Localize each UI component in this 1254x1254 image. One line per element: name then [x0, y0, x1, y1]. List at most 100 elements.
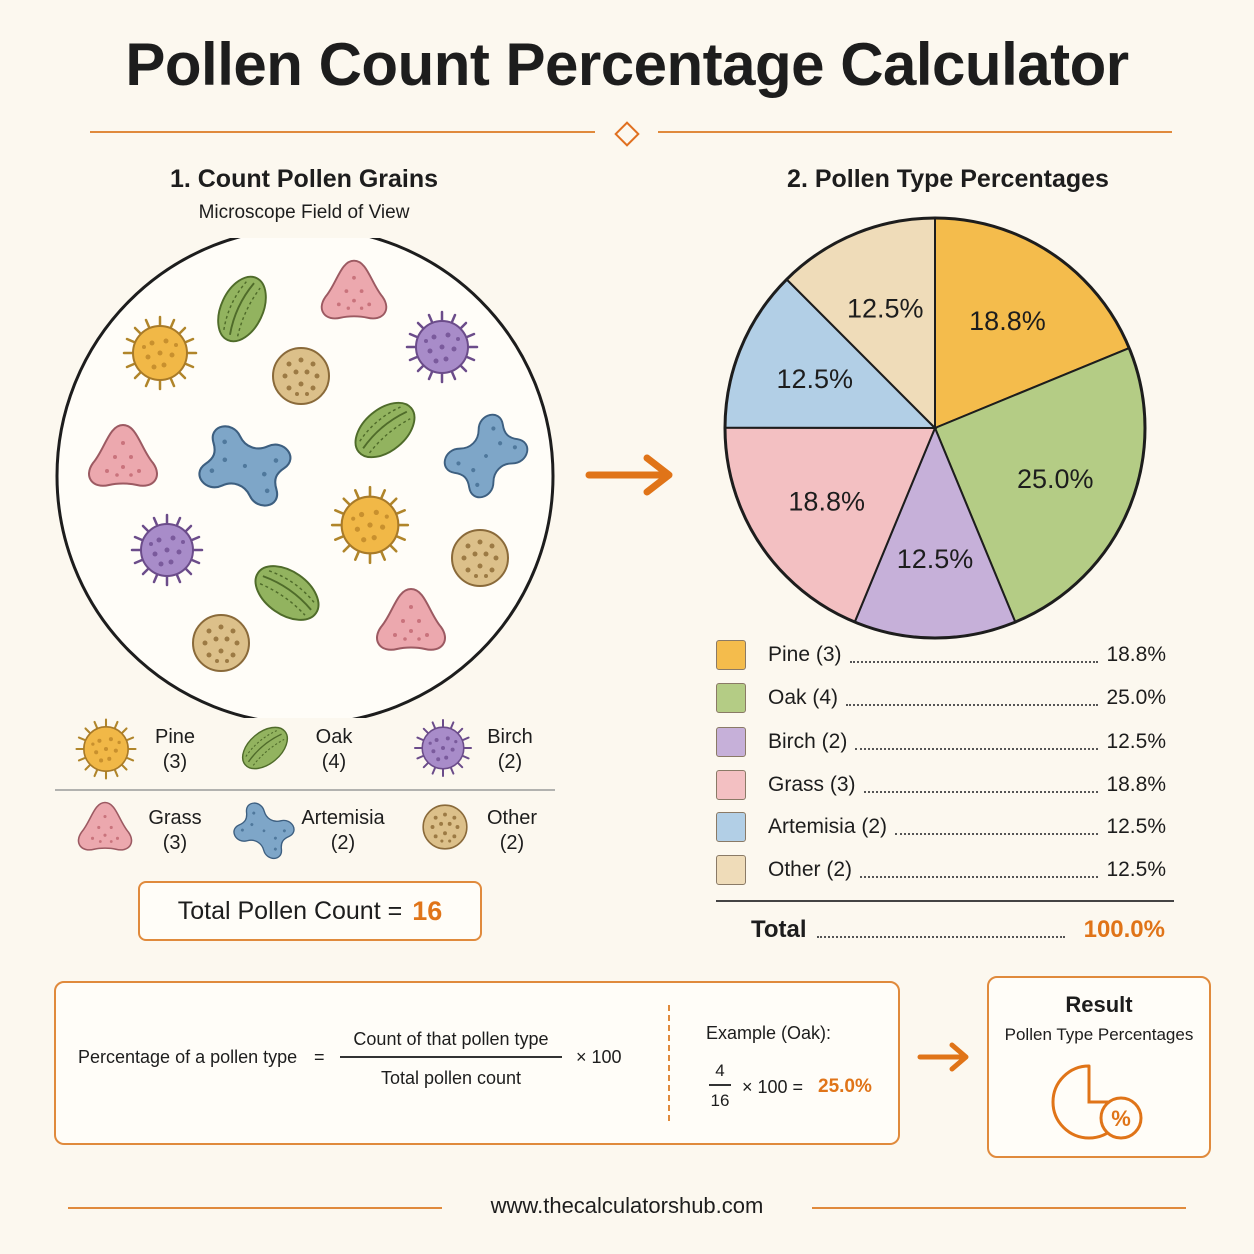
formula-lhs: Percentage of a pollen type — [78, 1047, 298, 1067]
example-numerator: 4 — [715, 1061, 725, 1080]
result-subtitle: Pollen Type Percentages — [1004, 1025, 1194, 1044]
microscope-field-view — [55, 238, 555, 718]
total-percentage-value: 100.0% — [1083, 916, 1165, 943]
row-value: 25.0% — [1106, 686, 1166, 709]
other-pollen-grain — [451, 529, 509, 587]
pollen-legend-icons — [55, 718, 555, 863]
row-name: Birch (2) — [768, 730, 848, 753]
diamond-ornament-icon — [614, 121, 640, 147]
footer-divider-right — [812, 1207, 1186, 1209]
spiky-pollen-icon — [413, 718, 473, 778]
example-fraction-bar — [709, 1084, 731, 1086]
formula-denominator: Total pollen count — [380, 1068, 522, 1088]
pollen-pie-chart: 18.8% 25.0% 12.5% 18.8% 12.5% 12.5% — [723, 216, 1147, 640]
formula-divider — [668, 1005, 670, 1121]
legend-name: Other — [486, 807, 538, 829]
total-label: Total — [751, 916, 807, 943]
legend-name: Birch — [487, 726, 533, 748]
footer-divider-left — [68, 1207, 442, 1209]
legend-count: (4) — [321, 751, 347, 773]
legend-count: (3) — [162, 751, 188, 773]
arrow-right-icon — [585, 454, 673, 496]
result-title: Result — [1065, 992, 1133, 1017]
other-pollen-grain — [272, 347, 330, 405]
title-divider-left — [90, 131, 595, 133]
spiky-pollen-icon — [75, 718, 137, 780]
total-pollen-count-box: Total Pollen Count = 16 — [138, 881, 482, 941]
triangle-pollen-icon — [77, 801, 133, 851]
legend-item-oak: Oak (4) — [289, 725, 379, 775]
row-name: Grass (3) — [768, 773, 856, 796]
page-title: Pollen Count Percentage Calculator — [125, 31, 1129, 98]
title-divider-right — [658, 131, 1172, 133]
legend-item-artemisia: Artemisia (2) — [288, 806, 398, 856]
pie-label-other: 12.5% — [847, 294, 924, 324]
pie-label-artemisia: 12.5% — [776, 364, 853, 394]
total-count-label: Total Pollen Count = — [177, 896, 403, 925]
round-pollen-icon — [422, 804, 468, 850]
dot-leader — [816, 922, 1065, 938]
row-name: Artemisia (2) — [768, 815, 888, 838]
row-value: 18.8% — [1106, 773, 1166, 796]
legend-name: Grass — [148, 807, 202, 829]
list-item-grass: Grass (3) 18.8% — [716, 768, 1166, 802]
formula-times: × 100 — [576, 1047, 622, 1067]
birch-pollen-grain — [130, 513, 204, 587]
row-name: Oak (4) — [768, 686, 839, 709]
result-box: Result Pollen Type Percentages % — [987, 976, 1211, 1158]
dot-leader — [849, 647, 1098, 663]
legend-item-birch: Birch (2) — [465, 725, 555, 775]
row-name: Pine (3) — [768, 643, 842, 666]
count-section-heading: 1. Count Pollen Grains — [169, 165, 439, 193]
other-pollen-grain — [192, 614, 250, 672]
legend-item-pine: Pine (3) — [130, 725, 220, 775]
color-swatch — [716, 640, 746, 670]
formula-box: Percentage of a pollen type = Count of t… — [54, 981, 900, 1145]
arrow-right-icon — [917, 1042, 969, 1072]
total-divider — [716, 900, 1174, 902]
example-result: 25.0% — [818, 1076, 872, 1097]
microscope-caption: Microscope Field of View — [198, 202, 410, 223]
percent-chart-icon: % — [1051, 1064, 1143, 1140]
fraction-bar — [340, 1056, 562, 1058]
color-swatch — [716, 683, 746, 713]
example-denominator: 16 — [710, 1091, 730, 1110]
pie-label-birch: 12.5% — [897, 544, 974, 574]
birch-pollen-grain — [405, 310, 479, 384]
footer-website-link[interactable]: www.thecalculatorshub.com — [490, 1193, 764, 1218]
color-swatch — [716, 727, 746, 757]
total-percentage-row: Total 100.0% — [751, 913, 1165, 947]
example-times: × 100 = — [742, 1077, 804, 1097]
row-value: 18.8% — [1106, 643, 1166, 666]
dot-leader — [895, 819, 1098, 835]
row-value: 12.5% — [1106, 730, 1166, 753]
list-item-other: Other (2) 12.5% — [716, 853, 1166, 887]
percentages-section-heading: 2. Pollen Type Percentages — [787, 165, 1109, 193]
dot-leader — [863, 777, 1098, 793]
dot-leader — [855, 734, 1098, 750]
color-swatch — [716, 770, 746, 800]
legend-name: Pine — [154, 726, 196, 748]
color-swatch — [716, 855, 746, 885]
pine-pollen-grain — [330, 485, 410, 565]
pie-outline — [723, 216, 1147, 640]
legend-count: (2) — [330, 832, 356, 854]
row-value: 12.5% — [1106, 858, 1166, 881]
oval-pollen-icon — [234, 718, 296, 778]
legend-count: (2) — [499, 832, 525, 854]
dot-leader — [846, 690, 1098, 706]
list-item-pine: Pine (3) 18.8% — [716, 638, 1166, 672]
legend-name: Oak — [315, 726, 353, 748]
formula-equals: = — [314, 1047, 325, 1067]
pie-label-oak: 25.0% — [1017, 464, 1094, 494]
list-item-birch: Birch (2) 12.5% — [716, 725, 1166, 759]
svg-text:%: % — [1111, 1106, 1131, 1131]
list-item-oak: Oak (4) 25.0% — [716, 681, 1166, 715]
legend-item-grass: Grass (3) — [130, 806, 220, 856]
legend-item-other: Other (2) — [467, 806, 557, 856]
pine-pollen-grain — [122, 315, 198, 391]
legend-name: Artemisia — [301, 807, 385, 829]
pie-label-pine: 18.8% — [969, 306, 1046, 336]
list-item-artemisia: Artemisia (2) 12.5% — [716, 810, 1166, 844]
total-count-value: 16 — [412, 895, 443, 926]
